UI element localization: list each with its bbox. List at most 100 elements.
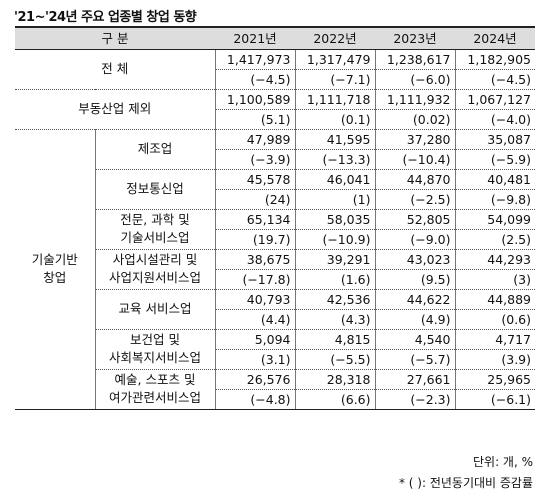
change-row: (5.1) (0.1) (0.02) (−4.0) [15,109,536,130]
change-row: (3.1) (−5.5) (−5.7) (3.9) [15,349,536,370]
change-row: (24) (1) (−2.5) (−9.8) [15,189,536,210]
change-cell: (9.5) [374,269,456,290]
change-cell: (−6.1) [454,389,536,410]
value-cell: 4,717 [454,329,536,350]
change-cell: (−4.0) [454,109,536,130]
change-cell: (1.6) [294,269,376,290]
value-cell: 25,965 [454,369,536,390]
value-row: 전문, 과학 및 기술서비스업 65,134 58,035 52,805 54,099 [15,209,536,250]
change-row: (19.7) (−10.9) (−9.0) (2.5) [15,229,536,250]
value-cell: 41,595 [294,129,376,150]
header-cell: 2022년 [295,26,376,50]
change-cell: (0.6) [454,309,536,330]
label-line: 전 체 [101,61,129,76]
change-row: (−3.9) (−13.3) (−10.4) (−5.9) [15,149,536,170]
label-line: 사회복지서비스업 [109,350,202,365]
value-cell: 39,291 [294,249,376,270]
row-label: 부동산업 제외 [15,89,216,130]
value-cell: 46,041 [294,169,376,190]
value-cell: 42,536 [294,289,376,310]
change-cell: (2.5) [454,229,536,250]
value-cell: 1,111,932 [374,89,456,110]
value-cell: 1,100,589 [214,89,296,110]
value-row: 부동산업 제외 1,100,589 1,111,718 1,111,932 1,067,… [15,89,536,130]
change-cell: (−9.0) [374,229,456,250]
row-label: 제조업 [94,129,216,170]
change-cell: (−7.1) [294,69,376,90]
row-label: 교육 서비스업 [94,289,216,330]
label-line: 사업시설관리 및 [112,252,198,267]
row-label: 전문, 과학 및 기술서비스업 [94,209,216,250]
change-row: (−4.5) (−7.1) (−6.0) (−4.5) [15,69,536,90]
change-cell: (4.3) [294,309,376,330]
change-cell: (24) [214,189,296,210]
label-line: 여가관련서비스업 [109,390,202,405]
value-cell: 1,238,617 [374,49,456,70]
value-cell: 1,111,718 [294,89,376,110]
header-cell: 2024년 [455,26,536,50]
value-cell: 5,094 [214,329,296,350]
change-cell: (3.1) [214,349,296,370]
value-cell: 4,815 [294,329,376,350]
value-cell: 44,293 [454,249,536,270]
label-line: 정보통신업 [126,181,184,196]
change-cell: (4.9) [374,309,456,330]
label-line: 사업지원서비스업 [109,270,202,285]
value-cell: 44,889 [454,289,536,310]
change-cell: (−9.8) [454,189,536,210]
row-label: 정보통신업 [94,169,216,210]
change-cell: (−4.8) [214,389,296,410]
value-cell: 44,870 [374,169,456,190]
change-cell: (−3.9) [214,149,296,170]
change-row: (−4.8) (6.6) (−2.3) (−6.1) [15,389,536,410]
change-cell: (−5.7) [374,349,456,370]
value-cell: 43,023 [374,249,456,270]
change-cell: (−6.0) [374,69,456,90]
value-cell: 52,805 [374,209,456,230]
change-cell: (4.4) [214,309,296,330]
header-cell: 구 분 [15,26,216,50]
value-cell: 47,989 [214,129,296,150]
change-cell: (−2.3) [374,389,456,410]
value-row: 예술, 스포츠 및 여가관련서비스업 26,576 28,318 27,661 25,96… [15,369,536,410]
change-cell: (6.6) [294,389,376,410]
value-cell: 26,576 [214,369,296,390]
value-cell: 58,035 [294,209,376,230]
value-cell: 40,793 [214,289,296,310]
title: '21~'24년 주요 업종별 창업 동향 [14,10,197,25]
value-cell: 45,578 [214,169,296,190]
value-cell: 40,481 [454,169,536,190]
change-cell: (0.1) [294,109,376,130]
change-cell: (−5.9) [454,149,536,170]
header-cell: 2021년 [215,26,296,50]
value-cell: 1,417,973 [214,49,296,70]
value-row: 전 체 1,417,973 1,317,479 1,238,617 1,182,905 [15,49,536,90]
value-row: 기술기반 창업 제조업 47,989 41,595 37,280 35,087 [15,129,536,410]
change-cell: (−2.5) [374,189,456,210]
label-line: 기술서비스업 [120,230,190,245]
change-cell: (−4.5) [454,69,536,90]
change-cell: (3) [454,269,536,290]
value-cell: 35,087 [454,129,536,150]
change-cell: (0.02) [374,109,456,130]
value-row: 교육 서비스업 40,793 42,536 44,622 44,889 [15,289,536,330]
header-cell: 2023년 [375,26,456,50]
change-cell: (3.9) [454,349,536,370]
change-cell: (−5.5) [294,349,376,370]
unit-note: 단위: 개, % [472,455,533,469]
label-line: 창업 [43,270,67,285]
change-cell: (5.1) [214,109,296,130]
value-cell: 1,067,127 [454,89,536,110]
label-line: 보건업 및 [130,332,180,347]
label-line: 예술, 스포츠 및 [114,372,196,387]
change-cell: (−13.3) [294,149,376,170]
change-cell: (−17.8) [214,269,296,290]
value-cell: 37,280 [374,129,456,150]
header-row: 구 분 2021년 2022년 2023년 2024년 [15,26,536,50]
label-line: 제조업 [137,141,173,156]
value-cell: 28,318 [294,369,376,390]
change-cell: (1) [294,189,376,210]
